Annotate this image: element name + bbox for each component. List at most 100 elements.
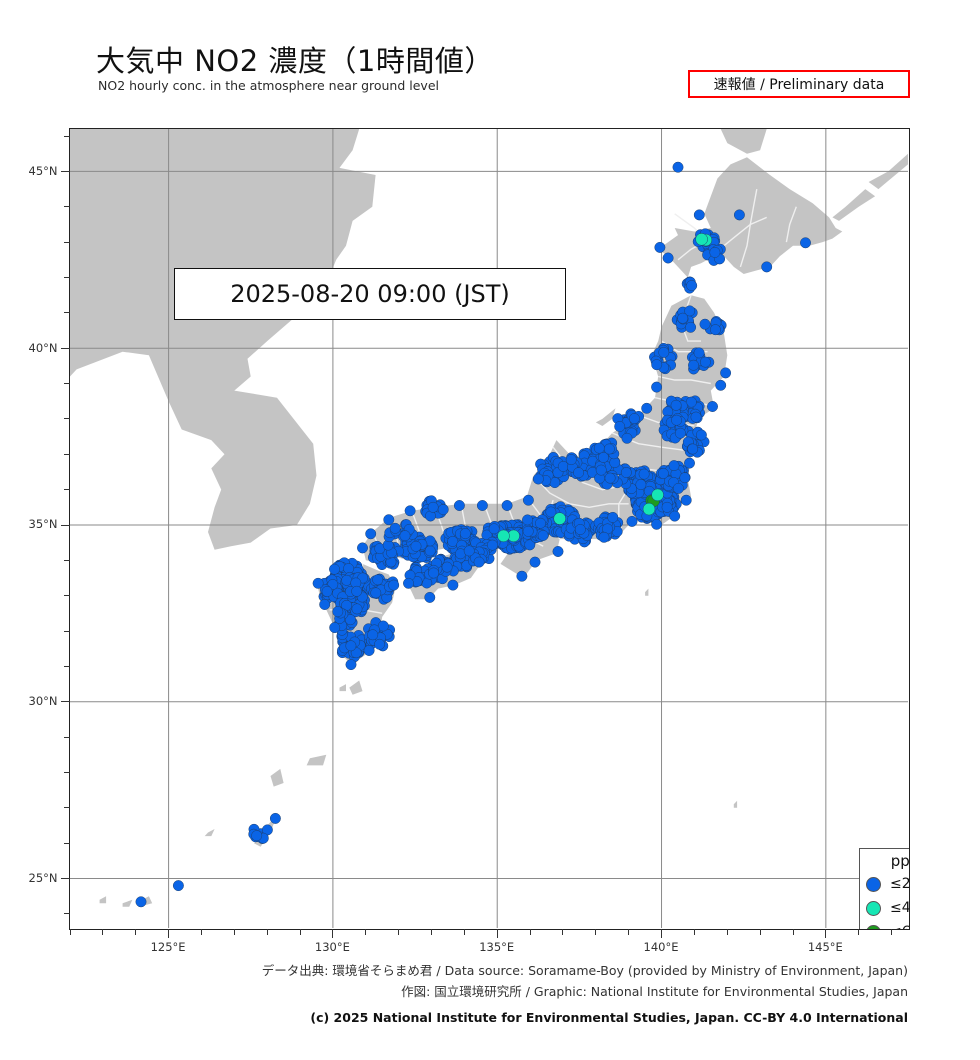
longitude-label: 140°E <box>643 939 679 954</box>
station-point <box>427 501 439 513</box>
station-point <box>628 413 640 425</box>
longitude-label: 130°E <box>314 939 350 954</box>
footer-data-source: データ出典: 環境省そらまめ君 / Data source: Soramame-… <box>261 963 908 978</box>
station-point <box>487 539 498 551</box>
longitude-label: 145°E <box>807 939 843 954</box>
station-point <box>332 606 344 618</box>
header: 大気中 NO2 濃度（1時間値） NO2 hourly conc. in the… <box>0 0 980 118</box>
legend-item-label: ≤40 <box>890 900 910 916</box>
legend-panel: ppb ≤20≤40≤60≤100≤200≤500 <box>859 848 910 929</box>
station-point <box>642 502 656 516</box>
station-point <box>674 427 686 439</box>
station-point <box>545 506 557 518</box>
station-point <box>677 312 689 324</box>
legend-item: ≤20 <box>866 872 910 896</box>
station-point <box>635 479 647 491</box>
station-point <box>535 517 546 529</box>
legend-item: ≤60 <box>866 920 909 929</box>
footer-copyright: (c) 2025 National Institute for Environm… <box>310 1010 908 1025</box>
station-point <box>365 528 377 540</box>
station-point <box>363 645 375 656</box>
station-point <box>685 321 697 333</box>
legend-color-swatch-icon <box>866 924 881 929</box>
station-point <box>686 280 698 292</box>
station-point <box>638 468 650 480</box>
station-point <box>269 812 281 824</box>
station-point <box>641 402 653 414</box>
page-title: 大気中 NO2 濃度（1時間値） <box>96 44 494 78</box>
station-point <box>693 347 705 359</box>
station-point <box>522 494 534 506</box>
station-point <box>522 514 533 526</box>
station-point <box>684 457 695 469</box>
latitude-label: 25°N <box>28 871 58 885</box>
station-point <box>345 640 357 652</box>
latitude-label: 45°N <box>28 163 58 178</box>
station-point <box>669 510 681 522</box>
station-point <box>651 488 664 502</box>
station-point <box>403 577 414 589</box>
station-point <box>329 622 341 634</box>
station-point <box>476 500 488 511</box>
station-point <box>657 467 669 479</box>
station-point <box>695 233 708 246</box>
station-points <box>135 161 811 908</box>
station-point <box>388 579 400 591</box>
station-point <box>410 540 422 552</box>
station-point <box>424 545 436 557</box>
station-point <box>695 429 707 441</box>
station-point <box>693 209 705 221</box>
legend-item-label: ≤20 <box>890 876 910 892</box>
station-point <box>614 421 626 432</box>
station-point <box>329 563 340 575</box>
station-point <box>670 399 682 411</box>
station-point <box>370 587 382 599</box>
station-point <box>651 381 663 393</box>
station-point <box>679 472 691 484</box>
legend-title: ppb <box>890 852 910 870</box>
station-point <box>473 556 485 568</box>
station-point <box>344 614 356 626</box>
station-point <box>497 529 510 543</box>
station-point <box>671 414 683 426</box>
station-point <box>372 574 384 586</box>
station-point <box>598 531 610 543</box>
station-point <box>351 585 363 597</box>
station-point <box>598 451 609 463</box>
station-point <box>565 454 577 466</box>
station-point <box>603 443 615 455</box>
station-point <box>399 530 411 542</box>
latitude-label: 30°N <box>28 694 58 709</box>
station-point <box>573 467 585 479</box>
station-point <box>319 599 331 610</box>
station-point <box>404 505 416 517</box>
legend-color-swatch-icon <box>866 900 881 916</box>
station-point <box>574 524 586 535</box>
station-point <box>383 514 395 526</box>
station-point <box>672 482 684 494</box>
station-point <box>522 525 534 537</box>
station-point <box>459 528 471 540</box>
station-point <box>537 530 549 541</box>
preliminary-data-badge: 速報値 / Preliminary data <box>688 70 910 98</box>
station-point <box>389 522 401 534</box>
station-point <box>501 500 513 511</box>
station-point <box>374 638 386 650</box>
station-point <box>684 305 696 317</box>
map-canvas[interactable]: 2025-08-20 09:00 (JST) ppb ≤20≤40≤60≤100… <box>69 128 910 930</box>
station-point <box>733 209 745 221</box>
station-point <box>453 500 465 511</box>
latitude-label: 35°N <box>28 517 58 532</box>
station-point <box>357 542 368 554</box>
station-point <box>553 512 566 525</box>
station-point <box>437 504 449 516</box>
station-point <box>658 346 670 358</box>
station-point <box>800 237 811 249</box>
station-point <box>621 432 633 444</box>
station-point <box>341 574 353 586</box>
footer: データ出典: 環境省そらまめ君 / Data source: Soramame-… <box>0 960 980 1028</box>
station-point <box>593 442 605 454</box>
station-point <box>607 511 619 523</box>
station-point <box>428 567 440 579</box>
legend-item-label: ≤60 <box>890 924 909 929</box>
